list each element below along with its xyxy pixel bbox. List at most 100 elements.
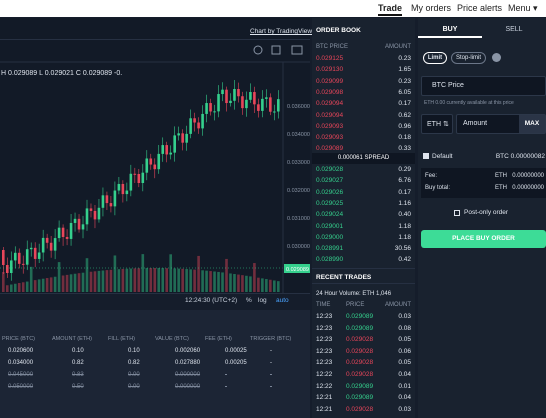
buy-tab[interactable]: BUY xyxy=(418,22,482,38)
candle-body xyxy=(265,97,268,99)
orders-cell: - xyxy=(270,348,272,354)
default-value: BTC 0.00000082 xyxy=(495,153,545,160)
percent-toggle[interactable]: % xyxy=(246,297,252,304)
volume-bar xyxy=(57,262,61,292)
candle-body xyxy=(53,238,57,251)
orders-col-header: TRIGGER (BTC) xyxy=(250,336,292,342)
candle-body xyxy=(177,133,180,136)
volume-bar xyxy=(53,276,57,292)
nav-trade[interactable]: Trade xyxy=(378,3,403,16)
candle-body xyxy=(197,122,200,129)
ohlc: H 0.029089 L 0.029021 C 0.029089 -0. xyxy=(1,70,123,77)
orders-cell: 0.034000 xyxy=(8,360,34,366)
candle-body xyxy=(105,195,109,204)
book-price: 0.029027 xyxy=(316,177,344,185)
book-price: 0.029093 xyxy=(316,134,344,142)
trade-row: 12:23 0.029028 0.06 xyxy=(312,347,415,358)
book-amount: 0.96 xyxy=(398,122,411,130)
trade-row: 12:23 0.029089 0.03 xyxy=(312,312,415,323)
limit-pill[interactable]: Limit xyxy=(423,52,447,64)
chart-canvas: 0.036000 0.034000 0.033000 0.032000 0.031000… xyxy=(0,45,310,304)
help-icon[interactable] xyxy=(492,53,501,62)
currency: ETH ⇅ xyxy=(427,121,449,128)
bid-row: 0.029026 0.17 xyxy=(312,188,415,199)
volume-bar xyxy=(61,275,65,292)
book-amount: 6.05 xyxy=(398,88,411,96)
candle-body xyxy=(97,207,101,220)
currency-select[interactable]: ETH ⇅ xyxy=(421,114,453,134)
volume-bar xyxy=(201,270,204,292)
total-label: Buy total: xyxy=(425,185,451,191)
ask-row: 0.029089 0.33 xyxy=(312,144,415,155)
nav-menu[interactable]: Menu ▾ xyxy=(508,3,538,13)
orders-cell: 0.027880 xyxy=(175,360,201,366)
price-axis-label: 0.036000 xyxy=(287,104,310,110)
volume-bar xyxy=(37,279,41,292)
book-amount: 0.42 xyxy=(398,256,411,264)
order-book: ORDER BOOK BTC PRICE AMOUNT 0.000061 SPR… xyxy=(312,18,415,418)
candle-body xyxy=(221,89,224,95)
default-icon xyxy=(423,153,429,159)
fee-currency: ETH xyxy=(495,173,507,179)
book-price: 0.029099 xyxy=(316,77,344,85)
camera-icon[interactable] xyxy=(291,45,303,55)
candle-body xyxy=(109,203,113,207)
orders-cell: 0.00025 xyxy=(225,348,247,354)
orders-cell: 0.020600 xyxy=(8,348,34,354)
max-button[interactable]: MAX xyxy=(519,115,545,133)
volume-bar xyxy=(205,270,208,292)
amount-input[interactable]: Amount MAX xyxy=(456,114,546,134)
volume-bar xyxy=(233,274,236,292)
nav-my-orders[interactable]: My orders xyxy=(411,3,452,13)
volume-bar xyxy=(25,281,29,292)
bid-row: 0.029025 1.16 xyxy=(312,199,415,210)
candle-body xyxy=(189,118,192,134)
trade-amount: 0.04 xyxy=(398,394,411,402)
trade-price: 0.029028 xyxy=(346,359,374,367)
sell-tab[interactable]: SELL xyxy=(505,26,523,33)
candle-body xyxy=(101,195,105,208)
trade-price: 0.029028 xyxy=(346,405,374,413)
top-nav: Trade My orders Price alerts Menu ▾ xyxy=(0,0,546,17)
stop-limit-pill[interactable]: Stop-limit xyxy=(451,52,486,64)
book-price: 0.029000 xyxy=(316,233,344,241)
book-price: 0.029026 xyxy=(316,188,344,196)
orders-cell: - xyxy=(225,372,227,378)
chart-panel: Chart by TradingView 0.036000 0.034000 0.0… xyxy=(0,18,313,307)
volume-bar xyxy=(237,274,240,292)
orders-col-header: AMOUNT (ETH) xyxy=(52,336,92,342)
volume-bar xyxy=(193,269,196,292)
candle-body xyxy=(149,158,153,165)
last-price: 0.029089 xyxy=(286,267,309,273)
price-axis-label: 0.033000 xyxy=(287,160,310,166)
trade-row: 12:23 0.029028 0.05 xyxy=(312,358,415,369)
spread: 0.000061 SPREAD xyxy=(312,153,415,164)
book-amount: 0.17 xyxy=(398,100,411,108)
ask-row: 0.029094 0.62 xyxy=(312,111,415,122)
book-amount: 1.16 xyxy=(398,199,411,207)
price-axis-label: 0.032000 xyxy=(287,188,310,194)
auto-toggle[interactable]: auto xyxy=(276,297,289,304)
volume-bar xyxy=(149,268,153,292)
chart-credit[interactable]: Chart by TradingView xyxy=(250,28,313,35)
volume-bar xyxy=(121,268,125,292)
post-only-checkbox[interactable] xyxy=(454,210,460,216)
trade-price: 0.029089 xyxy=(346,324,374,332)
fullscreen-icon[interactable] xyxy=(271,45,281,55)
orders-cell: - xyxy=(225,384,227,390)
trade-time: 12:23 xyxy=(316,359,333,367)
nav-price-alerts[interactable]: Price alerts xyxy=(457,3,503,13)
price-input[interactable]: BTC Price xyxy=(421,76,546,96)
total-currency: ETH xyxy=(495,185,507,191)
log-toggle[interactable]: log xyxy=(258,297,267,304)
trade-price: 0.029028 xyxy=(346,336,374,344)
bid-row: 0.029000 1.18 xyxy=(312,233,415,244)
trade-amount: 0.05 xyxy=(398,359,411,367)
place-buy-order[interactable]: PLACE BUY ORDER xyxy=(421,230,546,248)
orders-cell: 0.050000 xyxy=(8,384,34,390)
book-amount: 0.62 xyxy=(398,111,411,119)
volume-bar xyxy=(29,266,33,292)
settings-icon[interactable] xyxy=(253,45,263,55)
candle-body xyxy=(185,133,188,143)
